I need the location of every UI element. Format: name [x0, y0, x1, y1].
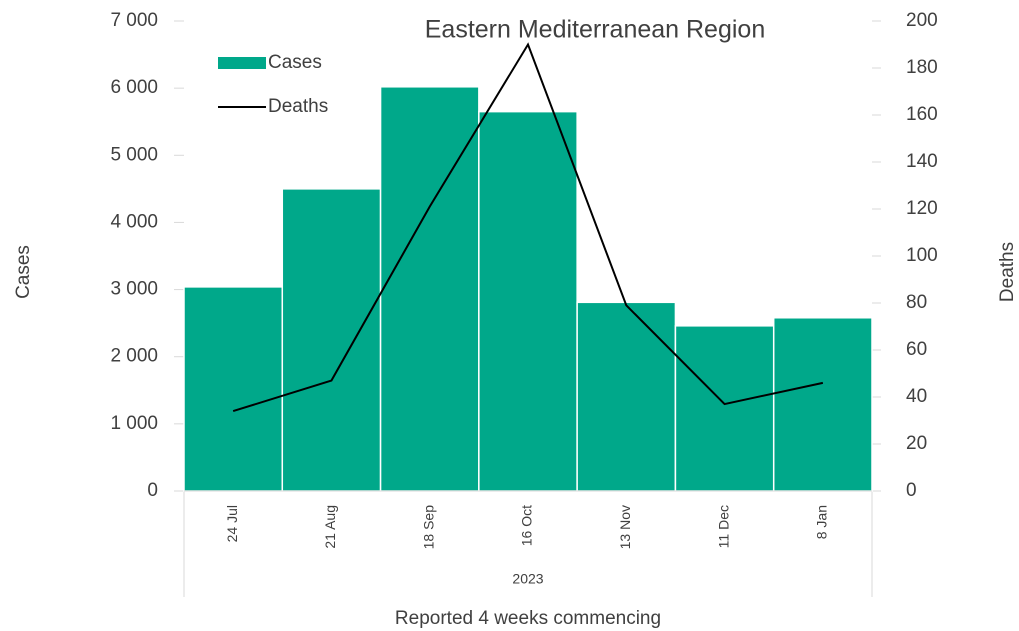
y2-tick-label: 40 — [906, 386, 927, 407]
y-tick-label: 0 — [147, 480, 158, 501]
y-tick-label: 6 000 — [110, 77, 158, 98]
bar — [576, 301, 677, 492]
y2-tick-label: 180 — [906, 57, 938, 78]
y-tick-label: 3 000 — [110, 279, 158, 300]
y2-tick-label: 100 — [906, 245, 938, 266]
x-group-label: 2023 — [512, 571, 543, 587]
y2-tick-label: 160 — [906, 104, 938, 125]
y2-tick-label: 20 — [906, 433, 927, 454]
y2-tick-label: 140 — [906, 151, 938, 172]
x-tick-label: 11 Dec — [715, 505, 731, 548]
y2-tick-label: 0 — [906, 480, 917, 501]
y-tick-label: 4 000 — [110, 211, 158, 232]
bar — [183, 286, 284, 492]
y2-tick-label: 80 — [906, 292, 927, 313]
y2-tick-label: 60 — [906, 339, 927, 360]
line — [232, 42, 824, 413]
x-tick-label: 21 Aug — [322, 505, 338, 549]
legend-label: Deaths — [268, 96, 328, 117]
legend-swatch — [218, 57, 266, 69]
y2-tick-label: 120 — [906, 198, 938, 219]
bar — [674, 325, 775, 492]
y-tick-label: 2 000 — [110, 346, 158, 367]
x-axis-title: Reported 4 weeks commencing — [395, 608, 661, 629]
chart-title: Eastern Mediterranean Region — [425, 16, 765, 44]
x-tick-label: 18 Sep — [420, 505, 436, 550]
x-tick-label: 16 Oct — [519, 505, 535, 546]
y2-axis-title: Deaths — [997, 242, 1018, 302]
y-axis-title: Cases — [13, 245, 34, 299]
bar — [772, 317, 873, 492]
bar — [478, 110, 578, 492]
y-tick-label: 1 000 — [110, 413, 158, 434]
y-tick-label: 7 000 — [110, 10, 158, 31]
x-tick-label: 13 Nov — [617, 505, 633, 549]
bar — [281, 188, 382, 492]
bar — [379, 86, 480, 492]
y-tick-label: 5 000 — [110, 144, 158, 165]
x-tick-label: 8 Jan — [814, 505, 830, 539]
y2-tick-label: 200 — [906, 10, 938, 31]
x-tick-label: 24 Jul — [224, 505, 240, 542]
legend-label: Cases — [268, 52, 322, 73]
